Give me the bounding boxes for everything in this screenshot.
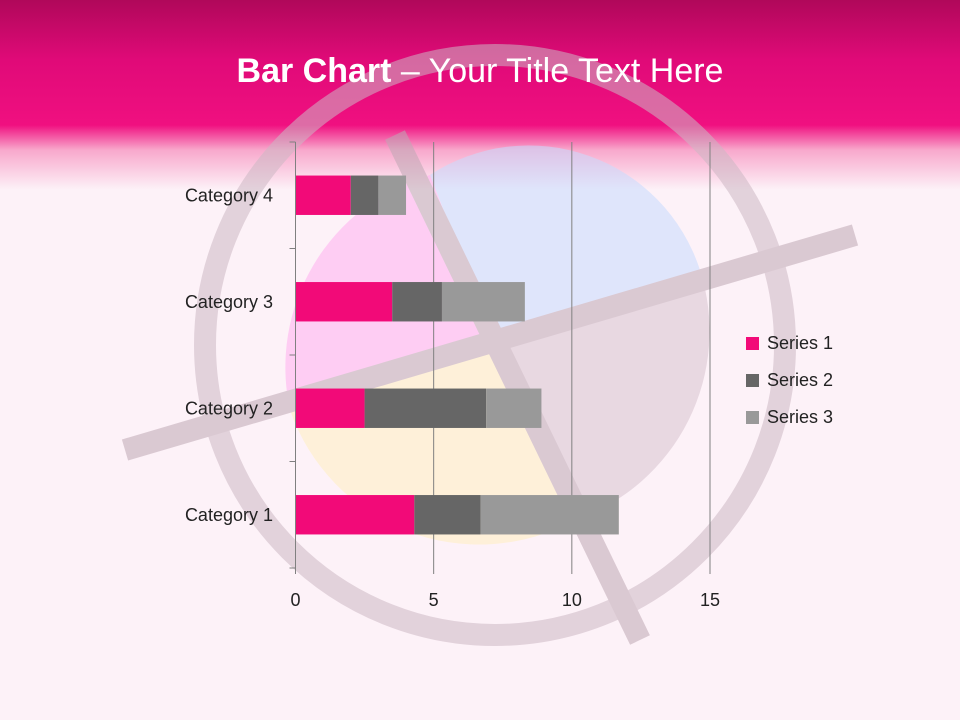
- bar-segment: [392, 282, 442, 322]
- bar-segment: [480, 495, 619, 535]
- bar-segment: [295, 388, 365, 428]
- bar-segment: [295, 495, 415, 535]
- category-label: Category 4: [185, 185, 273, 205]
- x-tick-label: 15: [700, 590, 720, 610]
- bar-segment: [378, 175, 407, 215]
- legend-swatch: [746, 337, 759, 350]
- legend: Series 1 Series 2 Series 3: [746, 325, 833, 436]
- category-label: Category 1: [185, 505, 273, 525]
- category-label: Category 3: [185, 292, 273, 312]
- x-tick-label: 10: [562, 590, 582, 610]
- bar-segment: [295, 175, 351, 215]
- legend-item: Series 3: [746, 399, 833, 436]
- bar-segment: [295, 282, 393, 322]
- bar-segment: [414, 495, 481, 535]
- x-tick-label: 0: [290, 590, 300, 610]
- slide-title: Bar Chart – Your Title Text Here: [0, 52, 960, 91]
- title-bold: Bar Chart: [236, 52, 392, 90]
- legend-label: Series 2: [767, 370, 834, 390]
- legend-swatch: [746, 411, 759, 424]
- bar-segment: [441, 282, 525, 322]
- legend-label: Series 3: [767, 407, 834, 427]
- legend-item: Series 1: [746, 325, 833, 362]
- title-rest: – Your Title Text Here: [391, 52, 724, 90]
- category-label: Category 2: [185, 398, 273, 418]
- x-tick-label: 5: [429, 590, 439, 610]
- bar-segment: [486, 388, 542, 428]
- legend-label: Series 1: [767, 333, 834, 353]
- legend-item: Series 2: [746, 362, 833, 399]
- bar-segment: [364, 388, 487, 428]
- legend-swatch: [746, 374, 759, 387]
- bar-segment: [350, 175, 379, 215]
